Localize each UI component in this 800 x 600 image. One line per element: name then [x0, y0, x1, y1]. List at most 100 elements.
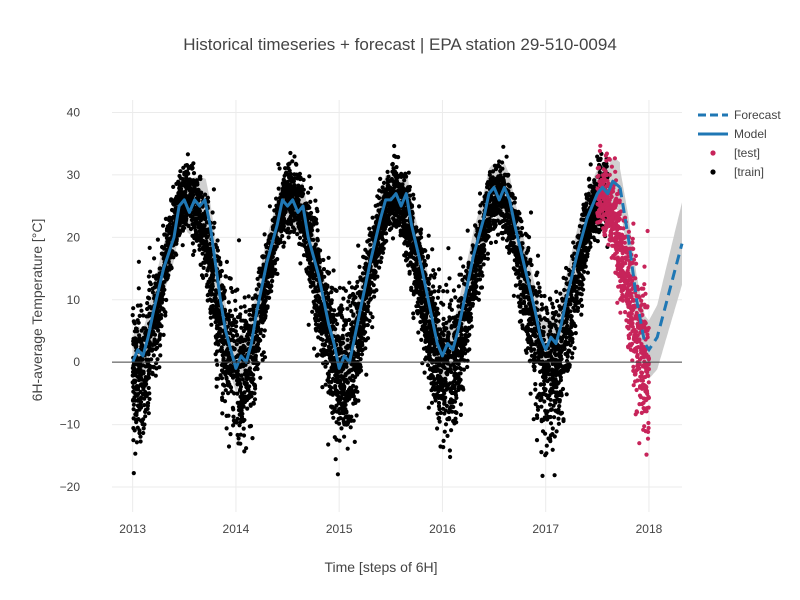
- data-point: [328, 391, 333, 396]
- data-point: [246, 294, 251, 299]
- data-point: [131, 336, 136, 341]
- data-point: [532, 364, 537, 369]
- data-point: [349, 322, 354, 327]
- data-point: [488, 240, 494, 245]
- data-point: [542, 415, 547, 420]
- data-point: [348, 425, 353, 430]
- data-point: [403, 258, 409, 263]
- data-point: [211, 225, 216, 230]
- data-point: [318, 248, 323, 253]
- data-point: [548, 397, 553, 402]
- data-point: [238, 441, 243, 446]
- data-point: [183, 189, 188, 194]
- data-point: [425, 363, 431, 368]
- data-point: [337, 421, 342, 426]
- data-point: [339, 426, 344, 431]
- data-point: [314, 206, 319, 211]
- data-point: [588, 241, 593, 246]
- data-point: [516, 275, 521, 280]
- data-point: [526, 235, 532, 240]
- data-point: [298, 235, 303, 240]
- data-point: [164, 297, 169, 303]
- data-point: [573, 323, 578, 329]
- train-points: [130, 143, 610, 478]
- data-point: [552, 415, 557, 420]
- data-point: [568, 343, 573, 348]
- data-point: [559, 339, 564, 344]
- data-point: [190, 241, 195, 246]
- data-point: [551, 316, 556, 321]
- data-point: [462, 274, 467, 280]
- data-point: [261, 333, 266, 339]
- data-point: [473, 268, 478, 274]
- data-point: [531, 360, 537, 365]
- data-point: [345, 446, 350, 451]
- data-point: [431, 268, 436, 273]
- data-point: [493, 239, 498, 245]
- data-point: [537, 352, 542, 357]
- data-point: [581, 213, 586, 218]
- data-point: [426, 233, 431, 238]
- data-point: [229, 286, 234, 291]
- data-point: [255, 276, 260, 281]
- data-point: [267, 204, 272, 209]
- data-point: [191, 161, 196, 166]
- data-point: [337, 285, 342, 290]
- data-point: [361, 331, 366, 336]
- data-point: [191, 171, 197, 176]
- data-point: [368, 311, 373, 316]
- data-point: [251, 377, 256, 382]
- data-point: [242, 417, 247, 423]
- data-point: [430, 247, 435, 252]
- data-point: [261, 350, 266, 355]
- data-point: [331, 315, 336, 320]
- data-point: [570, 351, 575, 356]
- data-point: [352, 439, 357, 444]
- data-point: [143, 409, 148, 414]
- data-point: [466, 302, 472, 307]
- data-point: [561, 334, 566, 339]
- data-point: [582, 269, 587, 274]
- data-point: [433, 272, 438, 277]
- data-point: [191, 252, 196, 257]
- data-point: [415, 228, 420, 233]
- data-point: [476, 297, 481, 302]
- data-point: [220, 391, 225, 396]
- data-point: [331, 415, 336, 420]
- data-point: [458, 402, 463, 407]
- data-point: [160, 245, 165, 250]
- data-point: [351, 297, 356, 302]
- data-point: [230, 405, 235, 410]
- data-point: [554, 318, 559, 323]
- data-point: [564, 392, 569, 397]
- data-point: [460, 385, 465, 390]
- data-point: [230, 337, 235, 342]
- data-point: [171, 184, 176, 189]
- data-point: [296, 183, 301, 188]
- data-point: [185, 152, 190, 157]
- data-point: [141, 313, 146, 318]
- data-point: [418, 230, 423, 235]
- data-point: [551, 305, 556, 310]
- data-point: [290, 159, 295, 164]
- data-point: [178, 169, 183, 174]
- data-point: [446, 330, 451, 335]
- data-point: [158, 353, 163, 358]
- data-point: [435, 411, 440, 416]
- data-point: [146, 372, 151, 377]
- data-point: [288, 171, 293, 177]
- data-point: [200, 251, 205, 256]
- data-point: [161, 332, 166, 337]
- data-point: [534, 300, 539, 305]
- data-point: [254, 336, 260, 341]
- data-point: [511, 241, 516, 246]
- data-point: [223, 388, 228, 393]
- forecast-band: [620, 168, 682, 379]
- data-point: [408, 193, 413, 198]
- data-point: [288, 150, 293, 156]
- data-point: [398, 233, 403, 238]
- data-point: [398, 217, 403, 222]
- data-point: [147, 287, 152, 293]
- data-point: [557, 304, 562, 309]
- data-point: [445, 336, 450, 341]
